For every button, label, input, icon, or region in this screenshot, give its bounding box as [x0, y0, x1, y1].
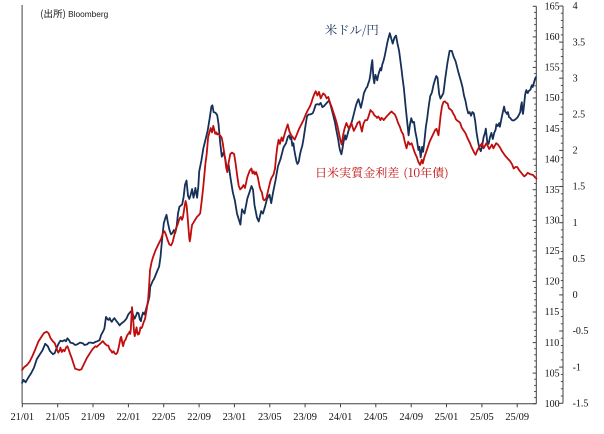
- svg-text:22/05: 22/05: [152, 412, 176, 423]
- svg-text:-1: -1: [573, 362, 581, 373]
- svg-text:150: 150: [545, 93, 560, 104]
- svg-text:0: 0: [573, 290, 578, 301]
- svg-text:4: 4: [573, 1, 578, 12]
- svg-text:125: 125: [545, 246, 560, 257]
- svg-text:22/09: 22/09: [187, 412, 211, 423]
- svg-text:160: 160: [545, 32, 560, 43]
- svg-text:24/09: 24/09: [399, 412, 423, 423]
- svg-text:120: 120: [545, 277, 560, 288]
- svg-text:105: 105: [545, 368, 560, 379]
- svg-text:-1.5: -1.5: [573, 399, 589, 410]
- svg-text:23/09: 23/09: [293, 412, 317, 423]
- svg-text:140: 140: [545, 154, 560, 165]
- svg-text:135: 135: [545, 185, 560, 196]
- svg-text:25/09: 25/09: [505, 412, 529, 423]
- svg-text:100: 100: [545, 399, 560, 410]
- svg-text:-0.5: -0.5: [573, 326, 589, 337]
- svg-text:2: 2: [573, 146, 578, 157]
- svg-text:3.5: 3.5: [573, 37, 586, 48]
- svg-text:24/01: 24/01: [329, 412, 353, 423]
- svg-text:165: 165: [545, 2, 560, 13]
- svg-text:Bloomberg: Bloomberg: [68, 9, 109, 19]
- svg-text:25/01: 25/01: [435, 412, 459, 423]
- svg-text:1: 1: [573, 218, 578, 229]
- svg-text:3: 3: [573, 73, 578, 84]
- svg-text:21/01: 21/01: [10, 412, 34, 423]
- svg-text:24/05: 24/05: [364, 412, 388, 423]
- svg-text:0.5: 0.5: [573, 254, 586, 265]
- svg-text:155: 155: [545, 63, 560, 74]
- svg-text:23/01: 23/01: [223, 412, 247, 423]
- svg-text:21/05: 21/05: [46, 412, 70, 423]
- svg-text:25/05: 25/05: [470, 412, 494, 423]
- svg-text:21/09: 21/09: [81, 412, 105, 423]
- svg-text:23/05: 23/05: [258, 412, 282, 423]
- svg-text:22/01: 22/01: [117, 412, 141, 423]
- svg-text:2.5: 2.5: [573, 110, 586, 121]
- svg-text:130: 130: [545, 216, 560, 227]
- svg-text:145: 145: [545, 124, 560, 135]
- svg-text:1.5: 1.5: [573, 182, 586, 193]
- svg-text:110: 110: [545, 338, 560, 349]
- svg-text:115: 115: [545, 307, 560, 318]
